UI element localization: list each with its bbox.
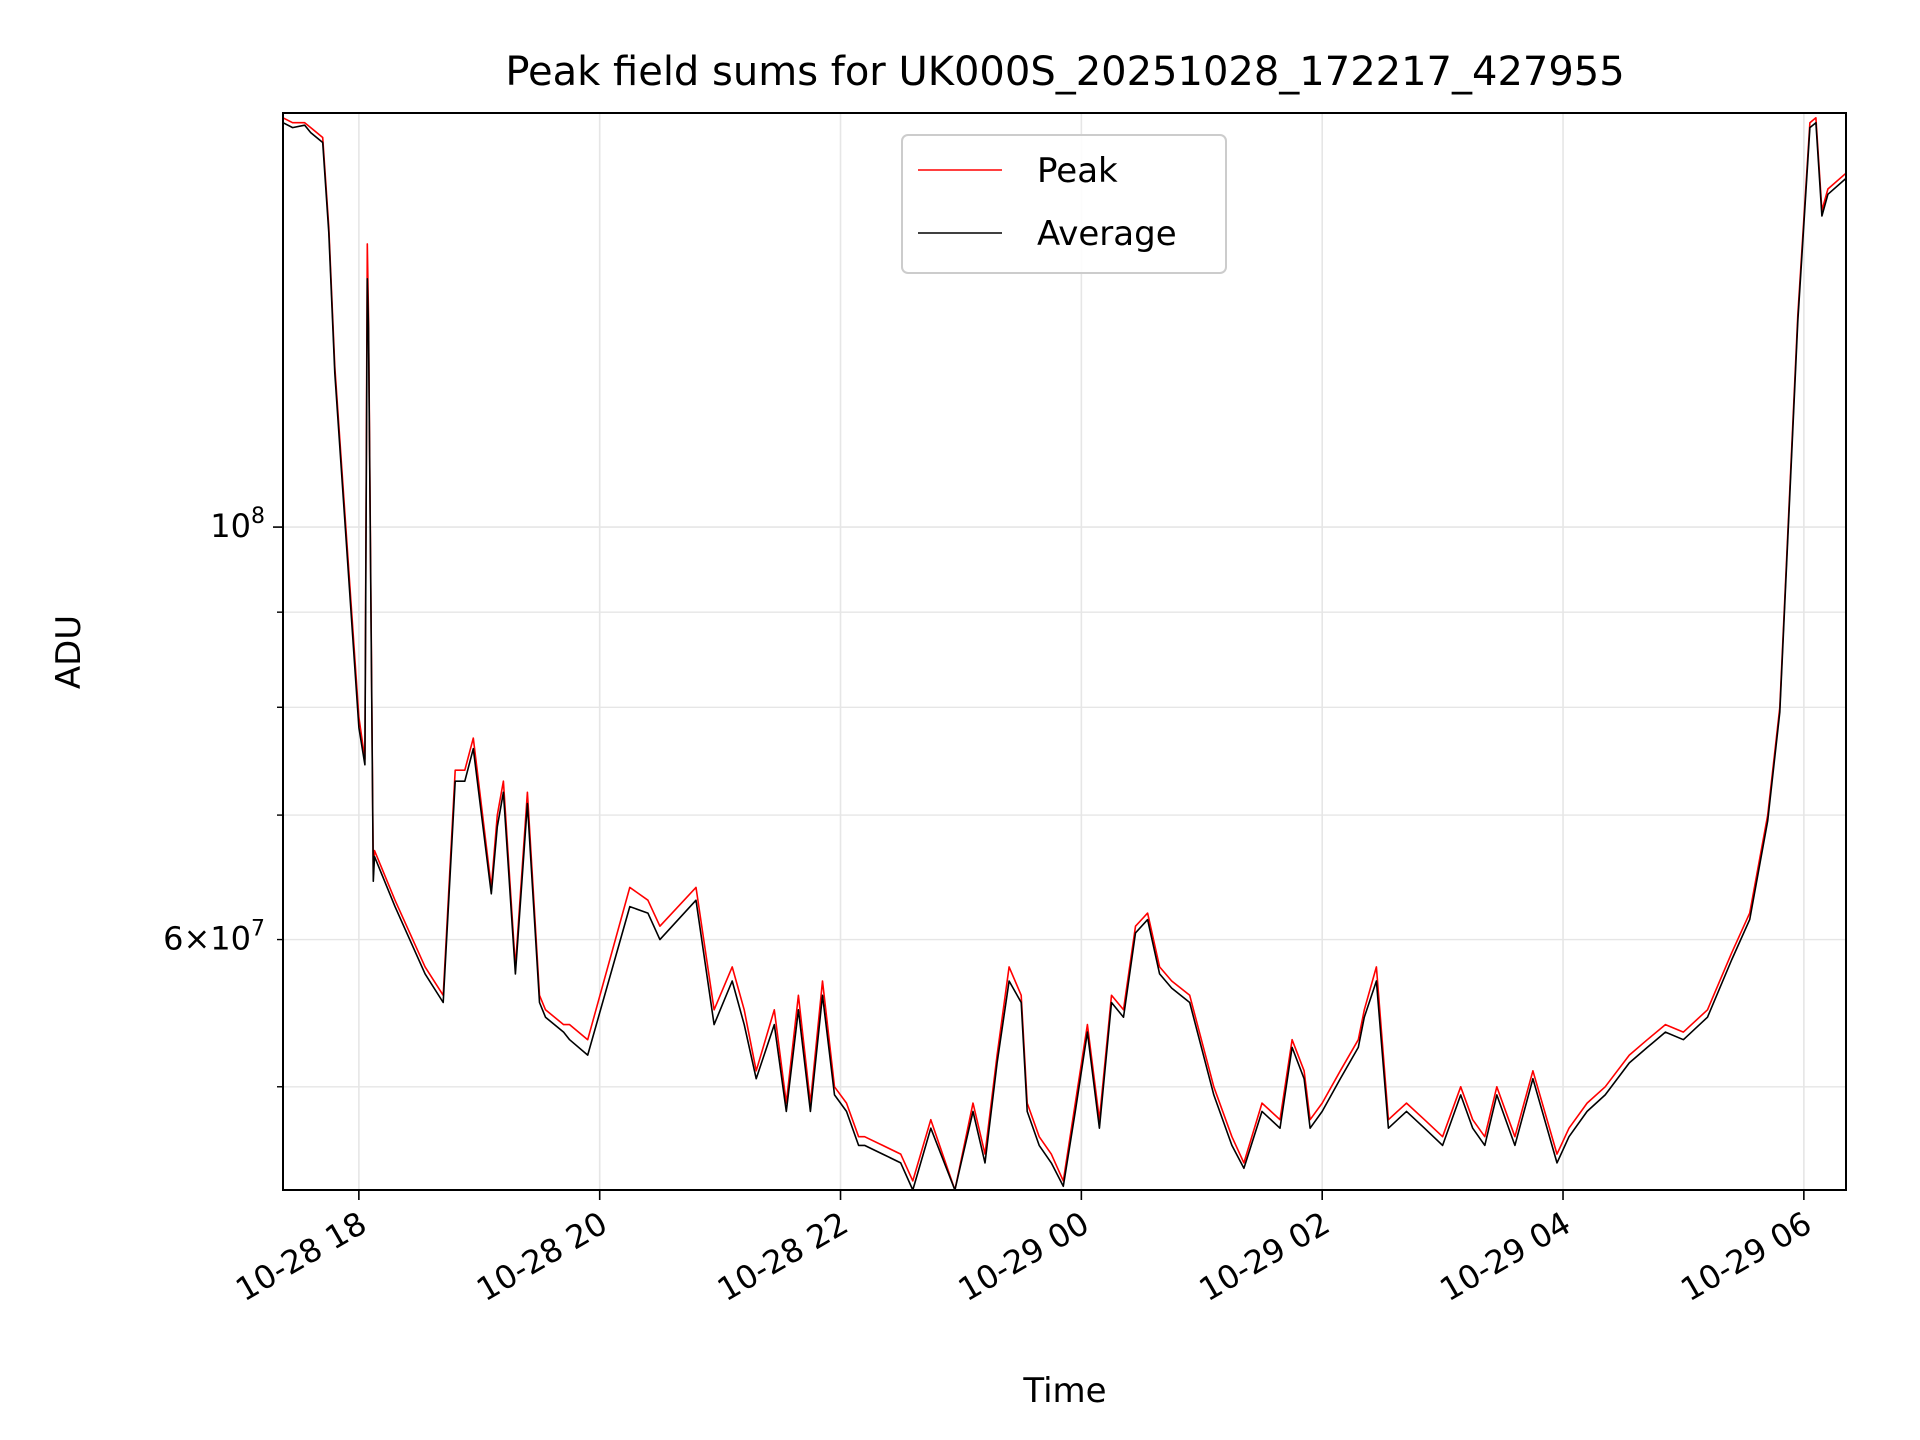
series-line-average <box>282 121 1847 1191</box>
axes-frame <box>282 112 1847 1191</box>
legend-label-average: Average <box>1037 214 1177 254</box>
y-tick-label-major: 108 <box>210 504 265 545</box>
grid-lines <box>283 113 1846 1190</box>
y-tick-label-minor: 6×107 <box>163 917 265 958</box>
plot-series <box>282 117 1847 1191</box>
legend: Peak Average <box>901 134 1227 274</box>
legend-label-peak: Peak <box>1037 151 1118 191</box>
chart-title: Peak field sums for UK000S_20251028_1722… <box>505 49 1624 95</box>
y-axis: 108 6×107 <box>163 504 283 1088</box>
y-axis-label: ADU <box>49 615 89 689</box>
x-axis-label: Time <box>1022 1371 1106 1411</box>
